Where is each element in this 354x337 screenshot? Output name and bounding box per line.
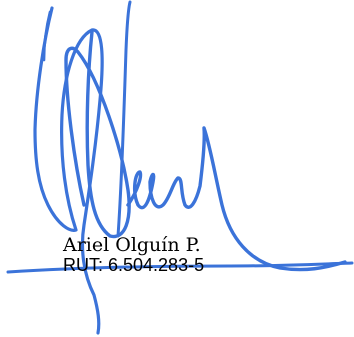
signature-stroke-baseline bbox=[6, 261, 354, 274]
signature-stroke-uel bbox=[126, 126, 347, 272]
signature-stroke-left-loop bbox=[33, 6, 104, 335]
signer-name: Ariel Olguín P. bbox=[63, 234, 201, 256]
signature-stroke-left-stem bbox=[42, 10, 52, 62]
signer-rut: RUT: 6.504.283-5 bbox=[63, 255, 205, 275]
signature-stroke-middle-loop bbox=[64, 30, 131, 239]
signature-stroke-top-flourish bbox=[116, 0, 132, 238]
